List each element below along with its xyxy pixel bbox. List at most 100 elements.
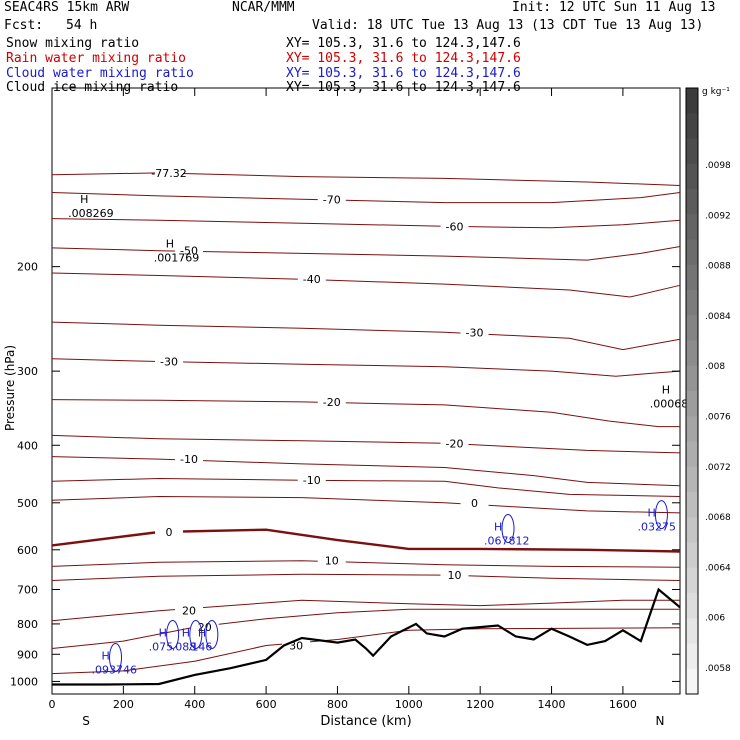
contour-label: -10 — [180, 453, 198, 466]
contour-line — [51, 192, 681, 204]
colorbar-swatch — [686, 239, 698, 266]
colorbar: .0098 .0092 .0088 .0084 .008 .0076 .0072 .0068.… — [685, 87, 731, 695]
contour-label-bg — [317, 193, 346, 206]
cloud-water-max-label: .093746 — [92, 663, 138, 676]
forecast-label: Fcst: — [4, 18, 44, 33]
y-tick-label: 500 — [17, 497, 38, 510]
colorbar-swatch — [686, 315, 698, 341]
contour-line — [51, 528, 681, 553]
cloud-ice-high-marker: H — [662, 384, 670, 397]
contour-label-bg — [297, 474, 326, 487]
cloud-water-high-marker: H — [494, 521, 502, 534]
y-tick-label: 900 — [17, 648, 38, 661]
cloud-water-max-label: .088 — [172, 641, 197, 654]
colorbar-swatch — [686, 113, 698, 139]
cloud-water-contour — [166, 620, 180, 650]
colorbar-swatch — [686, 643, 698, 670]
contour-label: -40 — [303, 273, 321, 286]
contour-line — [51, 399, 680, 428]
x-tick-label: 1000 — [395, 698, 423, 711]
field-xy-snow: XY= 105.3, 31.6 to 124.3,147.6 — [286, 36, 521, 51]
field-name-cloud-water: Cloud water mixing ratio — [6, 66, 194, 81]
contour-label-bg — [317, 554, 346, 567]
contour-label-bg — [440, 569, 469, 582]
contour-line — [51, 218, 681, 229]
colorbar-tick-label: .0072 — [705, 463, 731, 473]
x-tick-label: 0 — [49, 698, 56, 711]
y-tick-label: 1000 — [10, 675, 38, 688]
y-tick-label: 300 — [17, 365, 38, 378]
contour-label-bg — [440, 437, 469, 450]
colorbar-swatch — [686, 290, 698, 316]
colorbar-border — [685, 87, 699, 695]
colorbar-tick-label: .0098 — [705, 161, 731, 171]
contour-label-bg — [175, 453, 204, 466]
y-axis-label: Pressure (hPa) — [3, 345, 17, 431]
cloud-water-high-marker: H — [182, 627, 190, 640]
contour-label: -50 — [180, 245, 198, 258]
colorbar-swatch — [686, 340, 698, 367]
x-axis-label: Distance (km) — [320, 714, 411, 729]
contour-line — [51, 434, 681, 454]
y-tick-label: 400 — [17, 439, 38, 452]
colorbar-tick-label: .0068 — [705, 513, 731, 523]
contour-line — [51, 495, 681, 514]
cloud-water-high-marker: H — [647, 507, 655, 520]
contour-line — [51, 627, 681, 675]
contour-line — [51, 456, 681, 487]
cloud-water-contour — [109, 642, 123, 672]
valid-time: Valid: 18 UTC Tue 13 Aug 13 (13 CDT Tue … — [312, 18, 704, 33]
colorbar-swatch — [686, 466, 698, 493]
contour-label: -60 — [446, 220, 464, 233]
contour-label-bg — [460, 496, 489, 509]
plot-border — [51, 87, 681, 695]
contour-line — [51, 573, 681, 581]
colorbar-swatch — [686, 618, 698, 644]
cloud-water-max-label: .075 — [149, 641, 174, 654]
field-xy-rain: XY= 105.3, 31.6 to 124.3,147.6 — [286, 51, 521, 66]
colorbar-tick-label: .0084 — [705, 312, 731, 322]
init-time: Init: 12 UTC Sun 11 Aug 13 — [512, 0, 716, 15]
field-name-rain: Rain water mixing ratio — [6, 51, 187, 66]
colorbar-unit: g kg⁻¹ — [702, 87, 730, 97]
colorbar-swatch — [686, 88, 698, 114]
contour-line — [51, 272, 681, 298]
institution-label: NCAR/MMM — [232, 0, 295, 15]
contour-line — [51, 608, 680, 649]
x-tick-label: 400 — [184, 698, 205, 711]
cloud-water-contour — [205, 620, 219, 650]
y-tick-label: 600 — [17, 544, 38, 557]
colorbar-swatch — [686, 214, 698, 240]
colorbar-tick-label: .0092 — [705, 211, 731, 221]
contour-label: -10 — [303, 474, 321, 487]
contour-line — [51, 172, 681, 186]
y-tick-label: 700 — [17, 584, 38, 597]
x-tick-label: 1600 — [609, 698, 637, 711]
contour-line — [51, 321, 681, 351]
contour-label: -70 — [323, 193, 341, 206]
contour-label-bg — [155, 525, 184, 538]
contour-label-bg — [155, 355, 184, 368]
colorbar-tick-label: .0088 — [705, 262, 731, 272]
cloud-water-contour — [501, 514, 515, 544]
colorbar-tick-label: .006 — [705, 614, 725, 624]
x-endpoint-right: N — [656, 714, 665, 728]
contour-label: 10 — [448, 569, 462, 582]
contour-label: 0 — [166, 526, 173, 539]
colorbar-swatch — [686, 264, 698, 291]
model-title: SEAC4RS 15km ARW — [4, 0, 130, 15]
colorbar-swatch — [686, 593, 698, 619]
cloud-water-high-marker: H — [198, 627, 206, 640]
temperature-contours: -77.32 -70 -60 -50 -40 -30 -30 -20 -20 -10 -10 0 0 10… — [51, 166, 681, 675]
cloud-ice-max-label: .008269 — [68, 207, 114, 220]
colorbar-swatch — [686, 668, 698, 695]
x-tick-label: 800 — [327, 698, 348, 711]
contour-label-bg — [175, 244, 204, 257]
colorbar-swatch — [686, 138, 698, 165]
colorbar-swatch — [686, 441, 698, 468]
cloud-water-max-label: .067812 — [484, 535, 529, 548]
contour-label: -30 — [466, 326, 484, 339]
